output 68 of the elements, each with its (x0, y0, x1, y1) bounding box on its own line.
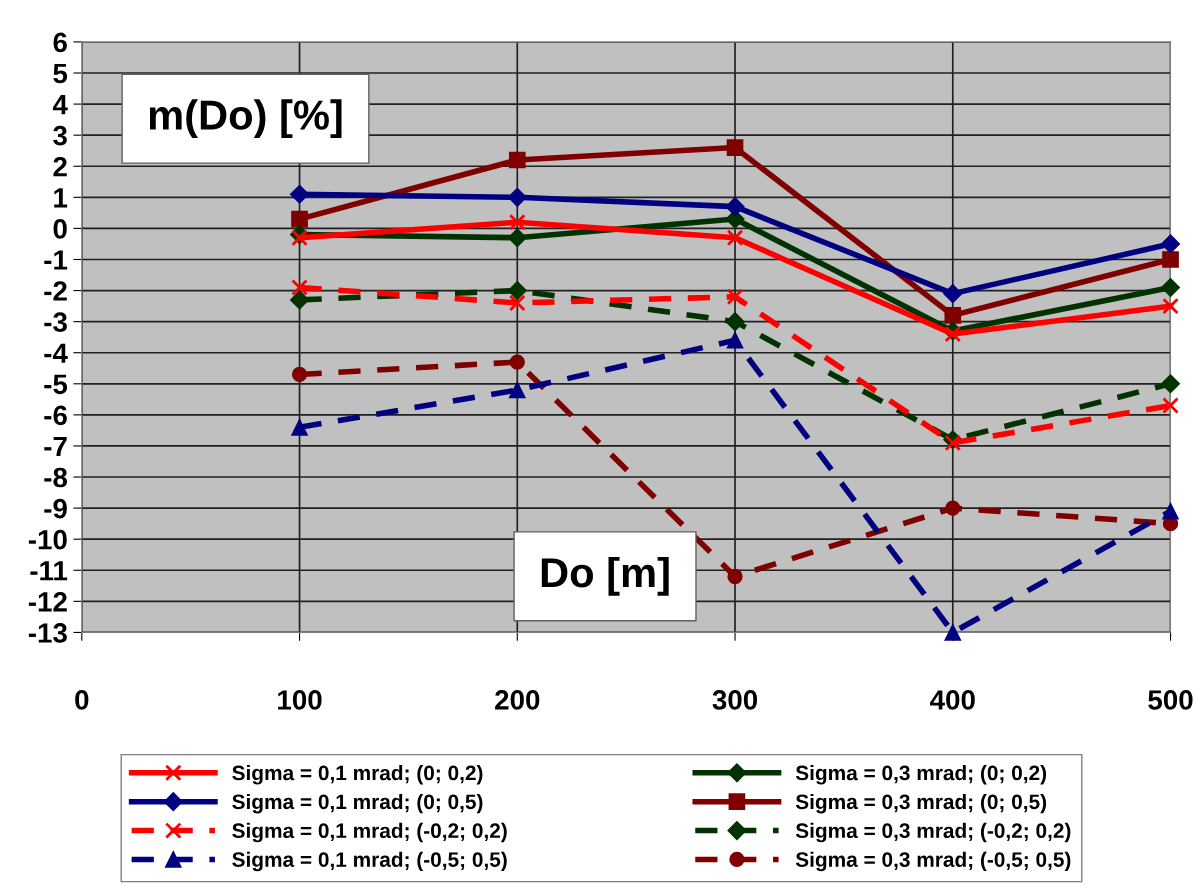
point (944, 307, 962, 324)
legend-label: Sigma = 0,1 mrad; (-0,2; 0,2) (232, 822, 507, 843)
legend-label: Sigma = 0,1 mrad; (-0,5; 0,5) (232, 851, 507, 872)
point (945, 500, 961, 516)
y-tick-label: -3 (44, 312, 67, 333)
point (507, 187, 527, 207)
y-tick-label: -1 (44, 250, 68, 270)
y-tick-label: -9 (44, 498, 67, 519)
x-tick-label: 500 (1148, 690, 1193, 710)
point (1160, 234, 1181, 254)
y-tick-label: -4 (44, 343, 68, 363)
point (726, 288, 744, 306)
y-tick-label: 1 (54, 188, 68, 208)
point (290, 184, 310, 204)
x-tick-label: 400 (930, 690, 975, 710)
legend-label: Sigma = 0,3 mrad; (0; 0,5) (795, 793, 1047, 814)
y-tick-label: -8 (44, 467, 68, 488)
y-tick-label: -10 (28, 529, 67, 550)
point (1162, 297, 1179, 315)
x-tick-label: 200 (495, 690, 540, 710)
point (291, 210, 308, 228)
point (725, 197, 745, 217)
point (290, 290, 310, 310)
y-tick-label: 5 (53, 63, 68, 84)
y-axis-title: m(Do) [%] (149, 99, 342, 139)
point (944, 624, 962, 641)
point (725, 312, 745, 332)
x-axis-title: Do [m] (541, 556, 669, 596)
y-tick-label: 0 (53, 219, 67, 239)
point (1162, 397, 1179, 414)
point (943, 284, 963, 304)
y-tick-label: 4 (52, 95, 68, 115)
point (291, 418, 308, 436)
point (291, 279, 308, 296)
point (508, 294, 526, 312)
y-tick-label: -5 (44, 374, 68, 395)
x-tick-label: 100 (278, 690, 322, 710)
point (1160, 277, 1181, 297)
point (507, 281, 527, 301)
point (726, 229, 744, 247)
legend-label: Sigma = 0,3 mrad; (-0,5; 0,5) (795, 851, 1071, 872)
y-tick-label: -13 (28, 623, 67, 643)
y-tick-label: 2 (53, 156, 67, 177)
y-tick-label: -6 (44, 405, 67, 426)
x-tick-label: 0 (75, 690, 89, 710)
legend-label: Sigma = 0,1 mrad; (0; 0,2) (232, 764, 483, 785)
point (507, 228, 527, 248)
x-tick-label: 300 (712, 690, 758, 710)
y-tick-label: -7 (44, 436, 67, 457)
point (508, 151, 526, 169)
legend-label: Sigma = 0,1 mrad; (0; 0,5) (232, 793, 483, 814)
y-tick-label: -2 (44, 281, 67, 301)
y-tick-label: -11 (30, 561, 68, 581)
point (727, 568, 743, 585)
point (726, 331, 744, 349)
y-tick-label: 6 (53, 32, 67, 53)
point (508, 213, 526, 231)
legend-label: Sigma = 0,3 mrad; (-0,2; 0,2) (795, 822, 1071, 843)
point (508, 381, 526, 399)
y-tick-label: -12 (28, 592, 67, 612)
point (1162, 251, 1179, 268)
point (726, 139, 744, 156)
point (1162, 502, 1179, 520)
y-tick-label: 3 (53, 125, 67, 146)
point (1160, 374, 1181, 394)
point (509, 354, 525, 370)
legend-label: Sigma = 0,3 mrad; (0; 0,2) (795, 764, 1047, 785)
point (291, 366, 308, 383)
